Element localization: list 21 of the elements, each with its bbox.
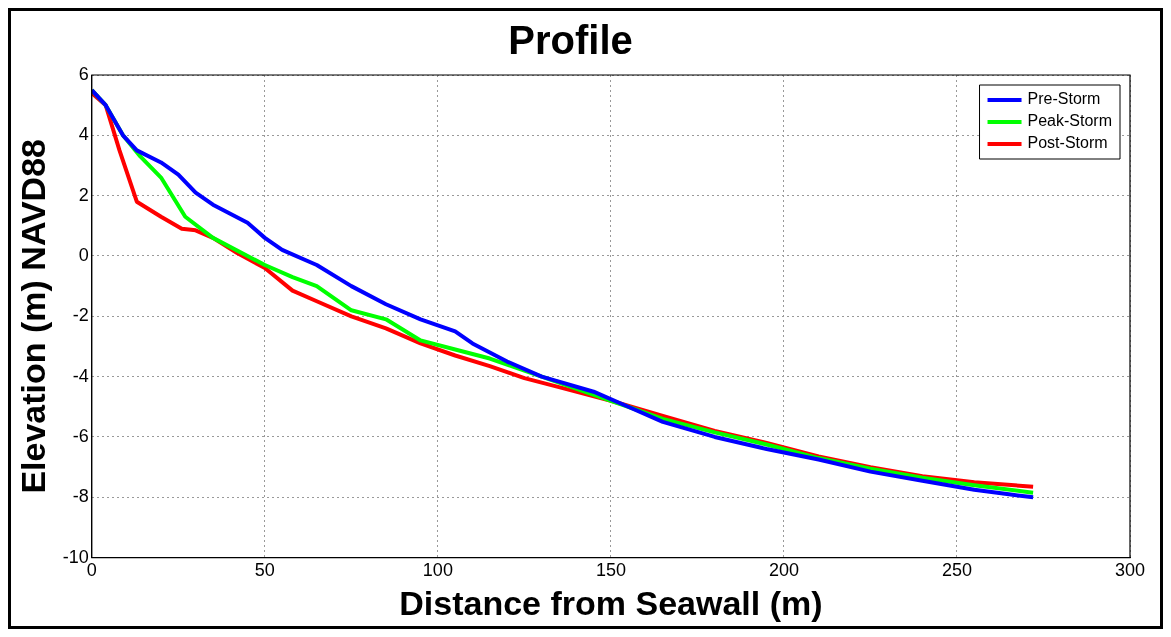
legend-label: Pre-Storm xyxy=(1027,90,1101,108)
y-tick-label: -8 xyxy=(72,486,89,507)
legend-label: Post-Storm xyxy=(1027,134,1108,152)
y-tick-label: -4 xyxy=(72,365,89,386)
legend-label: Peak-Storm xyxy=(1027,112,1112,130)
y-tick-label: -10 xyxy=(62,546,89,567)
y-tick-label: -6 xyxy=(72,425,89,446)
x-tick-label: 100 xyxy=(422,560,453,581)
y-tick-label: 6 xyxy=(78,63,89,84)
y-axis-title: Elevation (m) NAVD88 xyxy=(13,139,52,494)
x-axis-title: Distance from Seawall (m) xyxy=(399,583,823,622)
y-tick-label: 2 xyxy=(78,184,89,205)
x-tick-label: 300 xyxy=(1114,560,1146,581)
x-tick-label: 50 xyxy=(254,560,275,581)
x-tick-label: 150 xyxy=(595,560,626,581)
chart-title: Profile xyxy=(508,18,633,63)
x-tick-label: 250 xyxy=(941,560,972,581)
y-tick-label: -2 xyxy=(72,305,89,326)
x-tick-label: 200 xyxy=(768,560,799,581)
y-tick-label: 0 xyxy=(78,244,89,265)
y-tick-label: 4 xyxy=(78,124,89,145)
